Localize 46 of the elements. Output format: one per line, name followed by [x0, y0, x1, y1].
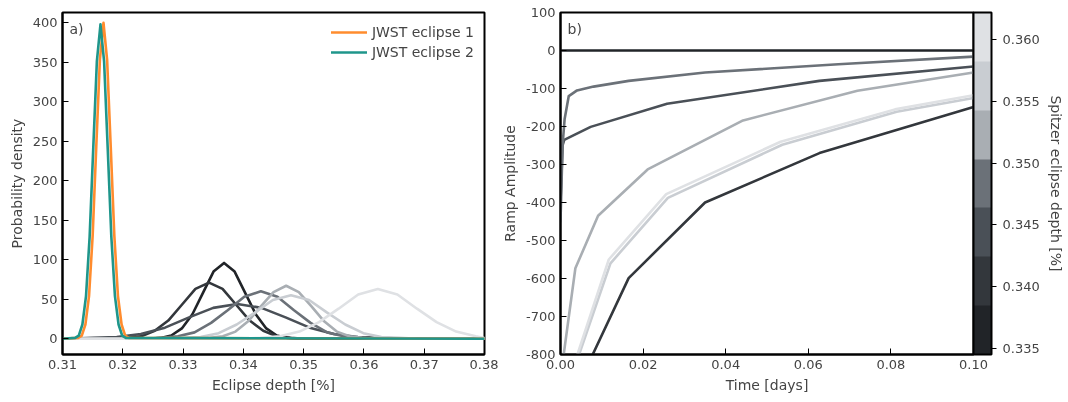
y-tick-label: 150: [32, 212, 58, 228]
y-tick-label: 250: [32, 133, 58, 149]
color-bar-title: Spitzer eclipse depth [%]: [1047, 95, 1064, 272]
x-tick-label: 0.38: [469, 356, 499, 372]
x-tick-label: 0.35: [289, 356, 319, 372]
color-bar-label: 0.345: [1002, 217, 1040, 233]
x-tick-label: 0.10: [959, 356, 988, 372]
x-tick-label: 0.06: [793, 356, 823, 372]
color-bar-label: 0.335: [1002, 340, 1040, 356]
y-tick-label: -100: [526, 81, 556, 96]
y-tick-label: 50: [40, 291, 58, 307]
color-bar-label: 0.360: [1002, 32, 1040, 48]
y-tick-label: 350: [32, 54, 58, 70]
y-tick-label: 0: [49, 331, 58, 347]
y-tick-label: 300: [32, 94, 58, 110]
y-tick-label: -500: [526, 233, 556, 248]
y-tick-label: -700: [526, 309, 556, 324]
y-tick-label: -600: [526, 271, 556, 286]
x-axis-title: Time [days]: [724, 376, 809, 393]
y-tick-label: 200: [32, 173, 58, 189]
y-tick-label: 100: [530, 5, 556, 20]
y-tick-label: 400: [32, 15, 58, 31]
x-tick-label: 0.32: [108, 356, 138, 372]
legend-label: JWST eclipse 1: [371, 24, 474, 40]
x-tick-label: 0.04: [711, 356, 741, 372]
x-tick-label: 0.02: [628, 356, 658, 372]
color-bar-label: 0.350: [1002, 155, 1040, 171]
y-axis-title: Probability density: [8, 118, 25, 249]
legend-label: JWST eclipse 2: [371, 44, 474, 60]
x-tick-label: 0.34: [228, 356, 258, 372]
x-axis-title: Eclipse depth [%]: [212, 376, 335, 393]
color-bar-label: 0.355: [1002, 93, 1040, 109]
y-tick-label: -300: [526, 157, 556, 172]
x-tick-label: 0.36: [349, 356, 379, 372]
annotation: b): [567, 20, 582, 37]
y-axis-title: Ramp Amplitude: [502, 125, 518, 242]
y-tick-label: 100: [32, 252, 58, 268]
x-tick-label: 0.37: [409, 356, 439, 372]
color-bar-label: 0.340: [1002, 279, 1040, 295]
x-tick-label: 0.08: [876, 356, 906, 372]
x-tick-label: 0.33: [168, 356, 198, 372]
annotation: a): [69, 20, 84, 37]
y-tick-label: 0: [547, 43, 556, 58]
y-tick-label: -200: [526, 119, 556, 134]
y-tick-label: -400: [526, 195, 556, 210]
x-tick-label: 0.31: [48, 356, 77, 372]
